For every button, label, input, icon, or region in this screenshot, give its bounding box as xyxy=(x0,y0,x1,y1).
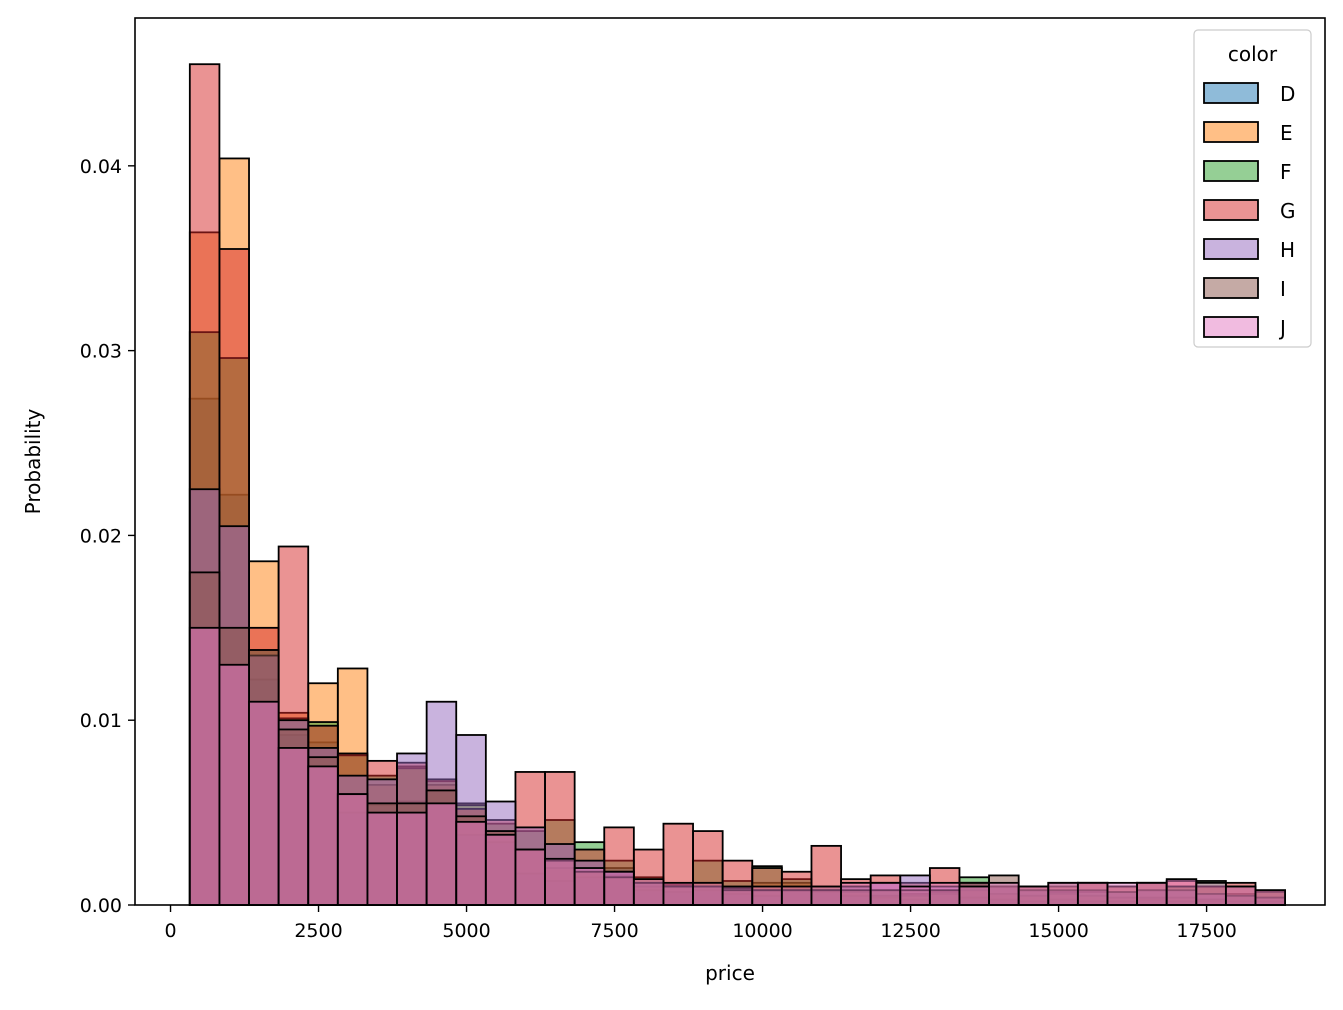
legend-item-D: D xyxy=(1203,82,1295,106)
legend-label: H xyxy=(1280,238,1295,262)
series-J xyxy=(188,626,1286,906)
x-tick-label: 5000 xyxy=(442,920,490,942)
x-tick-label: 2500 xyxy=(294,920,342,942)
bar-J-19 xyxy=(751,885,783,906)
legend-swatch xyxy=(1203,82,1259,104)
legend-item-J: J xyxy=(1203,316,1286,340)
bar-J-0 xyxy=(188,626,221,906)
legend-swatch xyxy=(1203,238,1259,260)
bar-J-30 xyxy=(1076,881,1109,906)
x-tick-label: 10000 xyxy=(732,920,792,942)
bar-J-6 xyxy=(366,811,398,906)
bar-J-16 xyxy=(662,881,694,906)
bar-J-10 xyxy=(484,833,517,906)
bar-J-24 xyxy=(899,885,931,906)
legend-item-G: G xyxy=(1203,199,1296,223)
bar-J-14 xyxy=(603,870,635,906)
x-tick-label: 17500 xyxy=(1176,920,1236,942)
x-axis: 0 2500 5000 7500 10000 12500 15000 17500 xyxy=(164,905,1237,942)
legend-label: E xyxy=(1280,121,1293,145)
legend-label: I xyxy=(1280,277,1286,301)
bar-J-15 xyxy=(632,878,665,906)
bar-J-31 xyxy=(1106,881,1138,906)
bar-J-33 xyxy=(1165,878,1198,906)
y-axis: 0.00 0.01 0.02 0.03 0.04 xyxy=(80,156,135,917)
legend-swatch xyxy=(1203,160,1259,182)
legend-label: J xyxy=(1278,316,1286,340)
bar-J-3 xyxy=(277,747,310,906)
bar-J-25 xyxy=(928,881,961,906)
bar-J-9 xyxy=(455,820,487,906)
legend-swatch xyxy=(1203,121,1259,143)
bar-J-4 xyxy=(307,765,339,906)
bar-J-12 xyxy=(544,857,576,906)
bar-J-36 xyxy=(1254,889,1286,906)
bar-J-7 xyxy=(396,811,428,906)
plot-frame xyxy=(134,17,1326,906)
x-tick-label: 15000 xyxy=(1028,920,1088,942)
y-tick-label: 0.01 xyxy=(80,710,122,732)
legend-item-I: I xyxy=(1203,277,1286,301)
bar-J-21 xyxy=(810,885,842,906)
legend-swatch xyxy=(1203,316,1259,338)
x-tick-label: 7500 xyxy=(590,920,638,942)
bar-J-26 xyxy=(958,885,990,906)
bar-J-22 xyxy=(840,881,872,906)
bar-J-18 xyxy=(721,885,754,906)
bar-J-11 xyxy=(514,848,546,906)
bar-J-35 xyxy=(1224,885,1257,906)
bar-J-34 xyxy=(1195,881,1227,906)
x-tick-label: 12500 xyxy=(880,920,940,942)
bar-J-27 xyxy=(988,881,1020,906)
legend-item-F: F xyxy=(1203,160,1292,184)
y-tick-label: 0.03 xyxy=(80,341,122,363)
legend-box xyxy=(1193,29,1312,348)
bar-J-32 xyxy=(1136,881,1168,906)
y-tick-label: 0.04 xyxy=(80,156,122,178)
legend-label: D xyxy=(1280,82,1295,106)
legend-swatch xyxy=(1203,199,1259,221)
legend-swatch xyxy=(1203,277,1259,299)
bar-J-23 xyxy=(869,881,902,906)
legend-label: F xyxy=(1280,160,1292,184)
bar-J-1 xyxy=(218,663,250,906)
y-tick-label: 0.00 xyxy=(80,895,122,917)
bar-J-2 xyxy=(248,700,280,906)
legend-title: color xyxy=(1228,42,1278,66)
bar-J-13 xyxy=(573,867,606,906)
bar-J-20 xyxy=(780,885,813,906)
bar-J-5 xyxy=(336,793,369,906)
y-tick-label: 0.02 xyxy=(80,525,122,547)
bar-J-29 xyxy=(1047,881,1079,906)
x-tick-label: 0 xyxy=(164,920,176,942)
x-axis-label: price xyxy=(705,961,755,985)
legend-item-E: E xyxy=(1203,121,1293,145)
bar-J-8 xyxy=(425,802,458,906)
legend-item-H: H xyxy=(1203,238,1295,262)
legend-label: G xyxy=(1280,199,1296,223)
y-axis-label: Probability xyxy=(21,408,45,514)
bar-J-17 xyxy=(692,881,724,906)
bar-J-28 xyxy=(1017,885,1050,906)
bars-layer xyxy=(188,63,1286,906)
